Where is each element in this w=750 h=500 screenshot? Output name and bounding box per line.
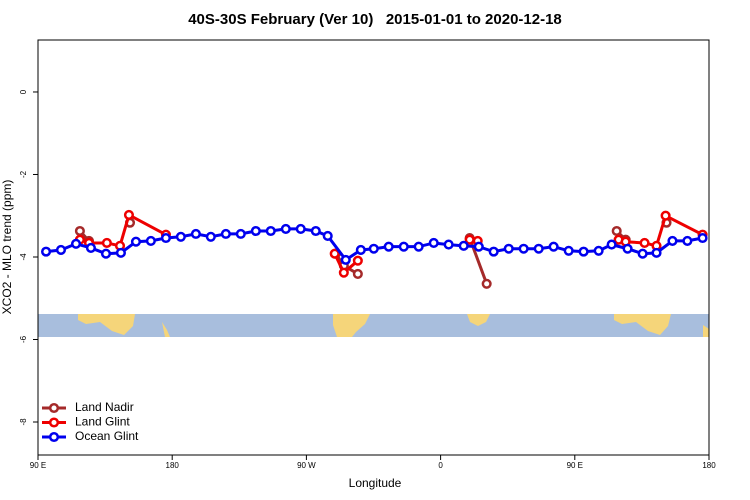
point — [250, 225, 261, 237]
point — [682, 235, 693, 246]
point — [55, 244, 67, 256]
y-axis-label: XCO2 - MLO trend (ppm) — [0, 180, 14, 315]
point — [488, 246, 499, 257]
y-tick-label: -2 — [19, 170, 28, 178]
chart-title: 40S-30S February (Ver 10) 2015-01-01 to … — [188, 11, 562, 28]
legend-marker — [48, 431, 60, 443]
point — [503, 243, 514, 254]
legend-label: Land Glint — [75, 415, 130, 429]
point — [443, 239, 454, 250]
point — [622, 243, 633, 254]
point — [280, 223, 291, 234]
point — [310, 225, 321, 237]
point — [145, 235, 156, 246]
point — [428, 237, 439, 249]
map-strip — [38, 314, 709, 337]
point — [340, 254, 351, 265]
point — [398, 241, 409, 252]
point — [41, 246, 52, 257]
point — [637, 248, 648, 259]
point — [220, 228, 231, 239]
point — [383, 241, 394, 252]
point — [473, 241, 484, 252]
point — [338, 267, 349, 278]
x-tick-label: 90 W — [297, 461, 316, 470]
point — [578, 246, 589, 257]
point — [533, 243, 544, 254]
point — [160, 232, 171, 244]
point — [74, 225, 85, 237]
point — [205, 231, 216, 242]
point — [368, 243, 379, 254]
point — [667, 235, 678, 246]
point — [85, 242, 96, 253]
x-tick-label: 90 E — [30, 461, 46, 470]
y-tick-label: -6 — [19, 335, 28, 343]
point — [548, 241, 559, 252]
point — [518, 243, 529, 254]
point — [130, 236, 142, 247]
point — [265, 225, 276, 237]
point — [352, 255, 363, 266]
y-tick-label: 0 — [19, 89, 28, 94]
point — [190, 228, 201, 239]
plot-frame — [37, 39, 710, 456]
point — [123, 209, 135, 220]
point — [611, 225, 622, 237]
point — [70, 238, 82, 249]
y-tick-label: -8 — [19, 418, 28, 426]
x-axis-label: Longitude — [349, 476, 402, 490]
point — [235, 228, 246, 239]
x-tick-label: 90 E — [567, 461, 583, 470]
point — [115, 247, 126, 258]
point — [352, 268, 363, 279]
legend-marker — [48, 417, 60, 428]
x-tick-label: 0 — [438, 461, 443, 470]
point — [660, 210, 671, 221]
point — [639, 237, 650, 249]
legend-label: Land Nadir — [75, 400, 134, 414]
point — [175, 231, 186, 242]
point — [697, 232, 708, 244]
x-tick-label: 180 — [702, 461, 716, 470]
point — [606, 239, 617, 250]
point — [563, 245, 574, 256]
legend-marker — [48, 402, 60, 414]
point — [651, 247, 662, 258]
point — [101, 237, 112, 249]
x-tick-label: 180 — [166, 461, 180, 470]
point — [295, 223, 306, 234]
point — [458, 240, 469, 251]
point — [481, 278, 492, 289]
y-tick-label: -4 — [19, 253, 28, 261]
point — [322, 230, 333, 241]
point — [100, 248, 112, 259]
point — [593, 245, 604, 256]
point — [329, 248, 340, 259]
point — [413, 241, 424, 252]
legend-label: Ocean Glint — [75, 429, 139, 443]
point — [355, 244, 366, 256]
